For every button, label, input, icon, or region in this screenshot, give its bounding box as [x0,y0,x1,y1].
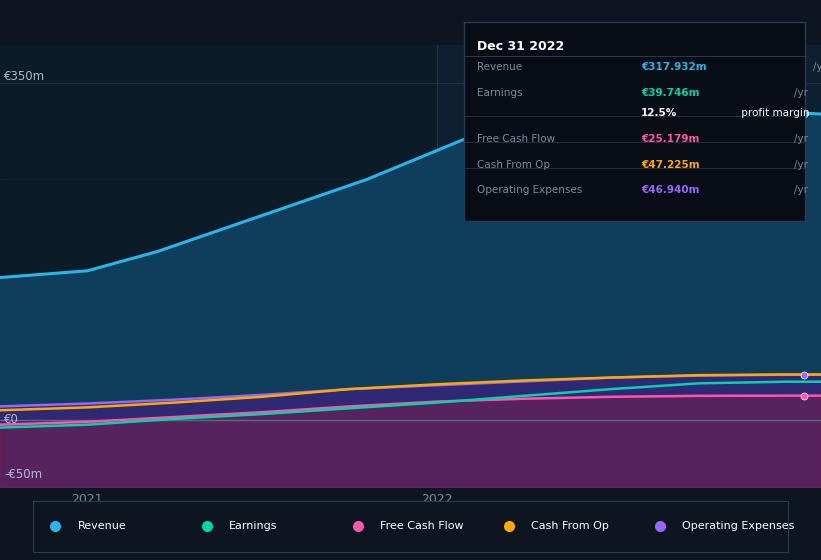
Text: /yr: /yr [795,160,809,170]
Text: Free Cash Flow: Free Cash Flow [478,134,556,144]
Text: Revenue: Revenue [78,521,127,531]
Text: Earnings: Earnings [478,88,523,98]
Text: €25.179m: €25.179m [641,134,699,144]
Text: €47.225m: €47.225m [641,160,699,170]
Text: Dec 31 2022: Dec 31 2022 [478,40,565,53]
Text: /yr: /yr [795,134,809,144]
Text: /yr: /yr [795,185,809,195]
Text: Earnings: Earnings [229,521,277,531]
Text: €46.940m: €46.940m [641,185,699,195]
Text: Free Cash Flow: Free Cash Flow [380,521,464,531]
Text: Operating Expenses: Operating Expenses [682,521,795,531]
Text: €350m: €350m [4,70,45,83]
Text: €39.746m: €39.746m [641,88,699,98]
Text: /yr: /yr [813,62,821,72]
Text: /yr: /yr [795,88,809,98]
Text: €0: €0 [4,413,19,426]
Bar [0,45,437,487]
Text: €317.932m: €317.932m [641,62,707,72]
Text: 12.5%: 12.5% [641,108,677,118]
Text: Operating Expenses: Operating Expenses [478,185,583,195]
Text: Revenue: Revenue [478,62,523,72]
Text: Cash From Op: Cash From Op [531,521,609,531]
Text: profit margin: profit margin [738,108,810,118]
Text: -€50m: -€50m [4,468,42,481]
Text: Cash From Op: Cash From Op [478,160,551,170]
